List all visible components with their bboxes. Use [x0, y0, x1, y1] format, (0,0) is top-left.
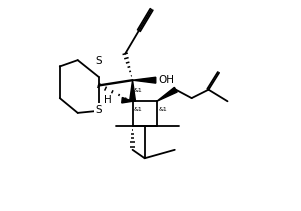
Text: &1: &1: [134, 88, 142, 93]
Text: OH: OH: [158, 75, 174, 85]
Text: H: H: [104, 95, 112, 105]
Text: S: S: [95, 105, 102, 115]
Text: &1: &1: [159, 107, 168, 112]
Text: &1: &1: [134, 107, 142, 112]
Polygon shape: [130, 80, 135, 101]
Polygon shape: [122, 97, 132, 103]
Polygon shape: [157, 87, 177, 101]
Polygon shape: [132, 77, 156, 83]
Text: S: S: [95, 56, 102, 66]
